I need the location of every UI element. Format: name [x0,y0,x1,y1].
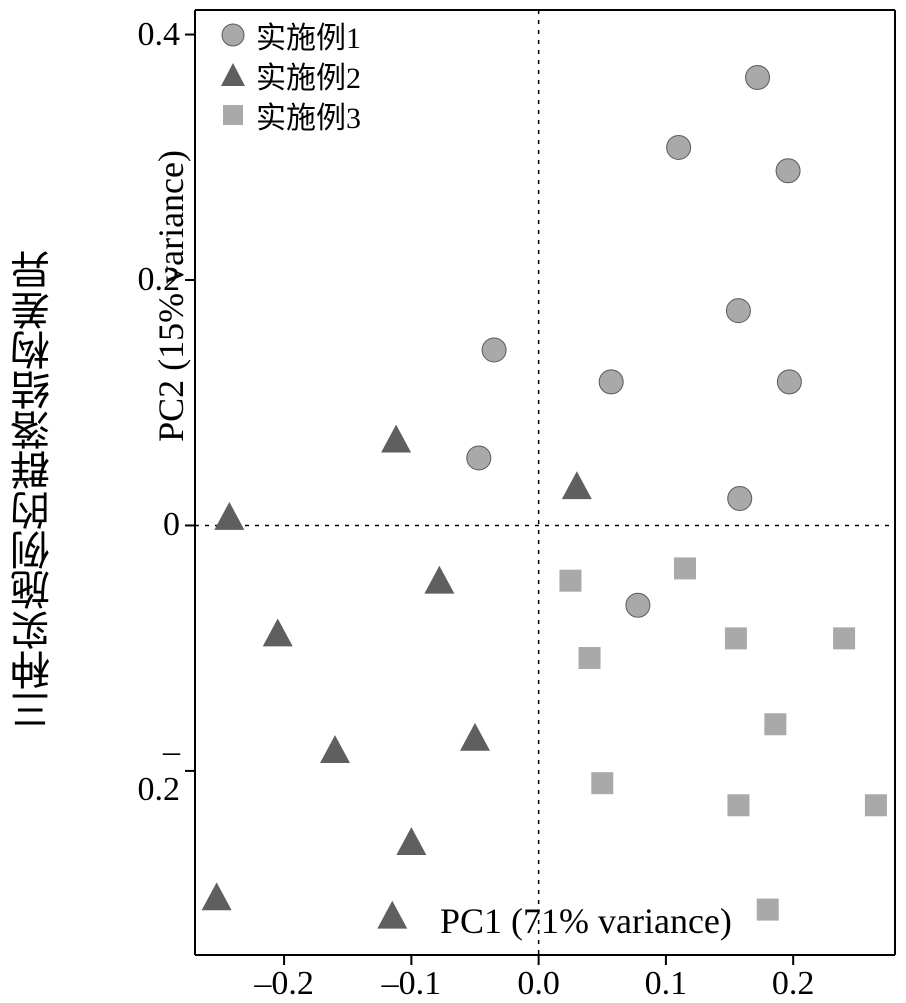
legend: 实施例1 实施例2 实施例3 [218,15,361,135]
x-tick: 0.1 [645,965,688,1003]
legend-label-2: 实施例2 [256,53,361,97]
y-tick: 0.2 [125,261,180,299]
square-icon [218,100,248,130]
legend-item-1: 实施例1 [218,15,361,55]
x-tick: –0.2 [254,965,314,1003]
x-tick: 0.2 [772,965,815,1003]
legend-label-1: 实施例1 [256,13,361,57]
legend-item-3: 实施例3 [218,95,361,135]
legend-label-3: 实施例3 [256,93,361,137]
legend-item-2: 实施例2 [218,55,361,95]
x-tick: 0.0 [517,965,560,1003]
triangle-icon [218,60,248,90]
y-tick: 0 [125,506,180,544]
scatter-plot [0,0,906,1000]
circle-icon [218,20,248,50]
chart-container: 三种实施例的群落结构差异 PC2 (15% variance) –0.2–0.1… [0,0,906,1000]
y-tick: 0.4 [125,16,180,54]
x-tick: –0.1 [382,965,442,1003]
x-axis-label: PC1 (71% variance) [440,900,732,942]
y-tick: –0.2 [125,733,180,809]
y-outer-label: 三种实施例的群落结构差异 [5,250,63,730]
